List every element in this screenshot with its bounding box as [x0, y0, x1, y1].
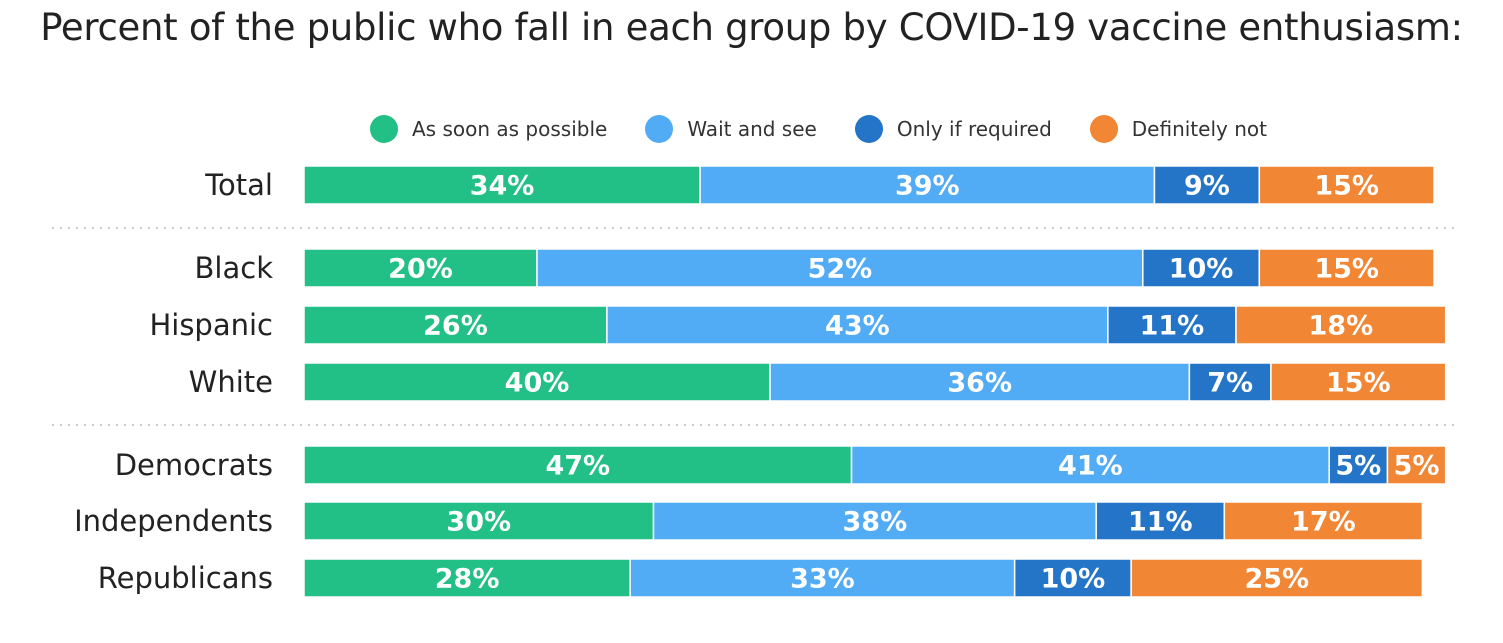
- value-label-hispanic-only-if-required: 11%: [1140, 311, 1205, 342]
- bar-hispanic-only-if-required: [1107, 305, 1237, 345]
- bar-total-only-if-required: [1153, 165, 1261, 205]
- bar-republicans-as-soon-as-possible: [303, 558, 631, 598]
- value-label-independents-as-soon-as-possible: 30%: [446, 507, 511, 538]
- row-label-black: Black: [195, 251, 274, 285]
- row-label-republicans: Republicans: [98, 561, 273, 595]
- value-label-total-definitely-not: 15%: [1314, 171, 1379, 202]
- value-label-democrats-wait-and-see: 41%: [1058, 451, 1123, 482]
- bar-white-definitely-not: [1270, 362, 1447, 402]
- legend-swatch-asap: [370, 115, 398, 143]
- bar-republicans-only-if-required: [1013, 558, 1132, 598]
- chart-title: Percent of the public who fall in each g…: [40, 6, 1463, 49]
- value-label-democrats-definitely-not: 5%: [1394, 451, 1440, 482]
- bar-republicans-wait-and-see: [629, 558, 1016, 598]
- legend-swatch-wait-and-see: [645, 115, 674, 143]
- value-label-republicans-only-if-required: 10%: [1041, 564, 1106, 595]
- bar-black-as-soon-as-possible: [303, 248, 538, 288]
- legend-swatch-definitely-not: [1089, 115, 1118, 143]
- value-label-hispanic-wait-and-see: 43%: [825, 311, 890, 342]
- legend-label-definitely-not: Definitely not: [1131, 117, 1267, 141]
- value-label-republicans-definitely-not: 25%: [1244, 564, 1309, 595]
- value-label-black-wait-and-see: 52%: [808, 254, 873, 285]
- chart-legend: As soon as possible Wait and see Only if…: [370, 112, 1305, 146]
- bar-white-only-if-required: [1188, 362, 1272, 402]
- bar-democrats-as-soon-as-possible: [303, 445, 853, 485]
- value-label-independents-wait-and-see: 38%: [843, 507, 908, 538]
- bar-black-definitely-not: [1258, 248, 1435, 288]
- row-label-total: Total: [204, 168, 273, 202]
- row-label-democrats: Democrats: [115, 448, 273, 482]
- value-label-black-only-if-required: 10%: [1169, 254, 1234, 285]
- value-label-total-only-if-required: 9%: [1184, 171, 1230, 202]
- bar-hispanic-definitely-not: [1235, 305, 1447, 345]
- bar-total-definitely-not: [1258, 165, 1435, 205]
- row-label-hispanic: Hispanic: [149, 308, 273, 342]
- value-label-total-as-soon-as-possible: 34%: [470, 171, 535, 202]
- legend-item-wait-and-see: Wait and see: [645, 115, 817, 143]
- value-label-hispanic-as-soon-as-possible: 26%: [423, 311, 488, 342]
- value-label-black-as-soon-as-possible: 20%: [388, 254, 453, 285]
- bar-independents-only-if-required: [1095, 501, 1226, 541]
- bar-independents-wait-and-see: [652, 501, 1097, 541]
- bar-hispanic-as-soon-as-possible: [303, 305, 608, 345]
- legend-item-asap: As soon as possible: [370, 115, 607, 143]
- bar-black-only-if-required: [1142, 248, 1261, 288]
- bar-democrats-definitely-not: [1386, 445, 1447, 485]
- bar-white-as-soon-as-possible: [303, 362, 771, 402]
- bar-independents-as-soon-as-possible: [303, 501, 655, 541]
- bar-independents-definitely-not: [1223, 501, 1424, 541]
- legend-label-asap: As soon as possible: [412, 117, 608, 141]
- value-label-democrats-as-soon-as-possible: 47%: [545, 451, 610, 482]
- legend-item-only-if-required: Only if required: [854, 115, 1052, 143]
- bar-hispanic-wait-and-see: [606, 305, 1109, 345]
- row-label-white: White: [189, 365, 273, 399]
- row-label-independents: Independents: [74, 504, 273, 538]
- bar-democrats-wait-and-see: [850, 445, 1330, 485]
- bar-white-wait-and-see: [769, 362, 1191, 402]
- value-label-white-only-if-required: 7%: [1207, 368, 1253, 399]
- value-label-black-definitely-not: 15%: [1314, 254, 1379, 285]
- bar-republicans-definitely-not: [1130, 558, 1424, 598]
- value-label-total-wait-and-see: 39%: [895, 171, 960, 202]
- legend-label-only-if-required: Only if required: [896, 117, 1052, 141]
- value-label-independents-only-if-required: 11%: [1128, 507, 1193, 538]
- value-label-white-definitely-not: 15%: [1326, 368, 1391, 399]
- value-label-white-as-soon-as-possible: 40%: [505, 368, 570, 399]
- legend-label-wait-and-see: Wait and see: [687, 117, 817, 141]
- value-label-independents-definitely-not: 17%: [1291, 507, 1356, 538]
- value-label-white-wait-and-see: 36%: [947, 368, 1012, 399]
- value-label-republicans-wait-and-see: 33%: [790, 564, 855, 595]
- legend-swatch-only-if-required: [854, 115, 883, 143]
- value-label-republicans-as-soon-as-possible: 28%: [435, 564, 500, 595]
- legend-item-definitely-not: Definitely not: [1089, 115, 1267, 143]
- value-label-democrats-only-if-required: 5%: [1335, 451, 1381, 482]
- value-label-hispanic-definitely-not: 18%: [1309, 311, 1374, 342]
